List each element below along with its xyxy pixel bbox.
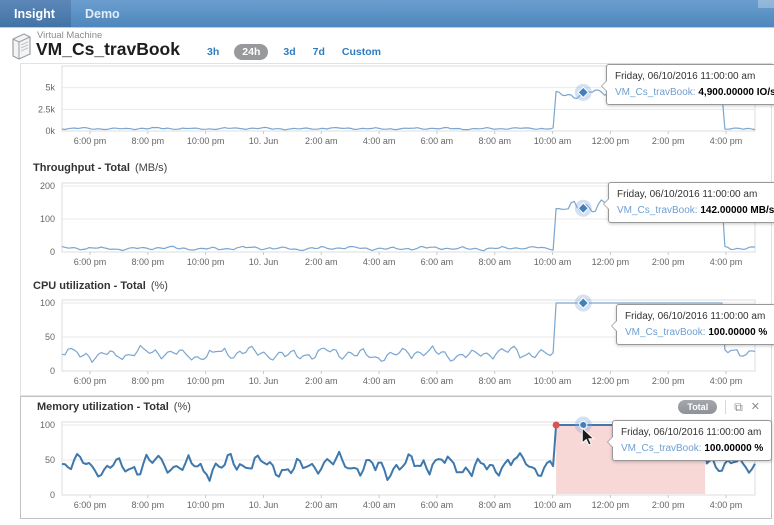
throughput-chart-title: Throughput - Total (MB/s): [33, 162, 168, 174]
cpu-chart-title: CPU utilization - Total (%): [33, 280, 168, 292]
entity-type-label: Virtual Machine: [37, 30, 103, 41]
legend-total-badge[interactable]: Total: [678, 400, 718, 414]
nav-corner-highlight: [758, 0, 774, 8]
time-range-selector: 3h 24h 3d 7d Custom: [205, 44, 383, 60]
top-nav: Insight Demo: [0, 0, 774, 28]
page-header: Virtual Machine VM_Cs_travBook 3h 24h 3d 7d…: [0, 28, 774, 63]
divider: [725, 400, 727, 414]
nav-item-demo[interactable]: Demo: [84, 6, 120, 21]
virtual-machine-icon: [9, 32, 34, 66]
time-range-3d[interactable]: 3d: [283, 46, 296, 58]
page-title: VM_Cs_travBook: [36, 39, 180, 59]
time-range-7d[interactable]: 7d: [312, 46, 325, 58]
memory-chart-title: Memory utilization - Total (%): [37, 401, 191, 413]
memory-tooltip: Friday, 06/10/2016 11:00:00 am VM_Cs_tra…: [606, 420, 773, 461]
iops-tooltip: Friday, 06/10/2016 11:00:00 am VM_Cs_tra…: [601, 64, 774, 105]
time-range-3h[interactable]: 3h: [207, 46, 220, 58]
memory-chart-controls: Total ⧉ ✕: [678, 400, 760, 414]
duplicate-chart-icon[interactable]: ⧉: [734, 400, 743, 414]
nav-brand-insight[interactable]: Insight: [0, 0, 71, 27]
close-chart-icon[interactable]: ✕: [750, 401, 760, 413]
time-range-24h[interactable]: 24h: [234, 44, 269, 60]
throughput-tooltip: Friday, 06/10/2016 11:00:00 am VM_Cs_tra…: [602, 182, 774, 223]
cpu-tooltip: Friday, 06/10/2016 11:00:00 am VM_Cs_tra…: [610, 304, 774, 345]
time-range-custom[interactable]: Custom: [341, 46, 381, 58]
